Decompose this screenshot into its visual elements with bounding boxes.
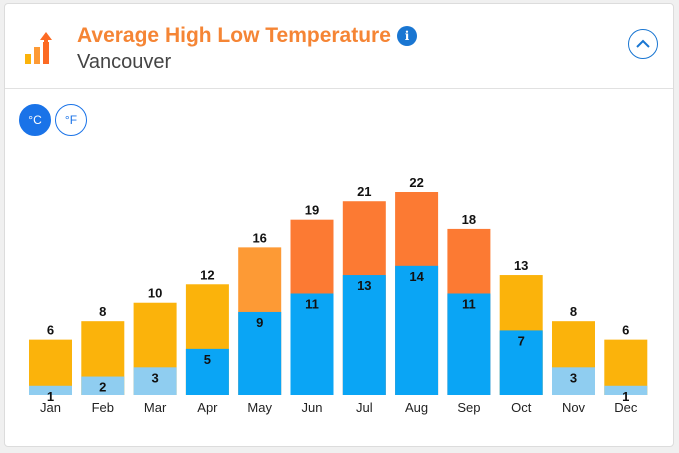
- high-temp-label: 16: [252, 230, 266, 245]
- month-label: Nov: [562, 400, 586, 415]
- high-temp-label: 10: [148, 286, 162, 301]
- high-temp-label: 6: [47, 323, 54, 338]
- high-temp-label: 13: [514, 258, 528, 273]
- low-temp-bar: [133, 367, 177, 395]
- month-label: Oct: [511, 400, 532, 415]
- high-temp-label: 6: [622, 323, 629, 338]
- month-label: Apr: [197, 400, 218, 415]
- low-temp-bar: [395, 265, 439, 395]
- high-temp-label: 19: [305, 203, 319, 218]
- low-temp-label: 11: [305, 297, 319, 312]
- fahrenheit-toggle[interactable]: °F: [55, 104, 87, 136]
- high-temp-label: 8: [570, 304, 577, 319]
- low-temp-label: 11: [462, 297, 476, 312]
- low-temp-bar: [342, 275, 386, 395]
- temperature-bar-chart: 61Jan82Feb103Mar125Apr169May1911Jun2113J…: [29, 175, 648, 415]
- low-temp-label: 1: [47, 389, 54, 404]
- low-temp-bar: [604, 385, 648, 395]
- month-label: Jul: [356, 400, 373, 415]
- low-temp-bar: [29, 385, 72, 395]
- celsius-toggle[interactable]: °C: [19, 104, 51, 136]
- high-temp-label: 8: [99, 304, 106, 319]
- low-temp-label: 14: [409, 269, 424, 284]
- high-temp-label: 22: [409, 175, 423, 190]
- month-label: Mar: [144, 400, 167, 415]
- low-temp-label: 1: [622, 389, 629, 404]
- low-temp-label: 13: [357, 278, 371, 293]
- month-label: Feb: [92, 400, 114, 415]
- month-label: Jan: [40, 400, 61, 415]
- low-temp-label: 3: [151, 370, 158, 385]
- low-temp-bar: [238, 311, 282, 395]
- low-temp-label: 7: [518, 333, 525, 348]
- month-label: Aug: [405, 400, 428, 415]
- low-temp-label: 5: [204, 352, 211, 367]
- bar-chart-arrow-icon: [25, 32, 52, 64]
- low-temp-label: 2: [99, 380, 106, 395]
- collapse-button[interactable]: [628, 29, 658, 59]
- low-temp-bar: [552, 367, 595, 395]
- low-temp-bar: [499, 330, 543, 395]
- low-temp-bar: [185, 348, 229, 395]
- high-temp-label: 12: [200, 267, 214, 282]
- high-temp-label: 18: [462, 212, 476, 227]
- chevron-up-icon: [636, 39, 650, 48]
- low-temp-bar: [81, 376, 125, 395]
- month-label: May: [247, 400, 272, 415]
- city-name: Vancouver: [77, 51, 172, 73]
- low-temp-bar: [447, 293, 491, 395]
- high-temp-label: 21: [357, 184, 371, 199]
- info-icon[interactable]: i: [397, 26, 417, 46]
- low-temp-label: 9: [256, 315, 263, 330]
- chart-title: Average High Low Temperature: [77, 24, 391, 47]
- low-temp-bar: [290, 293, 334, 395]
- temperature-card: Average High Low Temperature Vancouver i…: [4, 3, 674, 447]
- month-label: Dec: [614, 400, 638, 415]
- month-label: Jun: [302, 400, 323, 415]
- card-header: Average High Low Temperature Vancouver i: [5, 4, 673, 89]
- month-label: Sep: [457, 400, 480, 415]
- low-temp-label: 3: [570, 370, 577, 385]
